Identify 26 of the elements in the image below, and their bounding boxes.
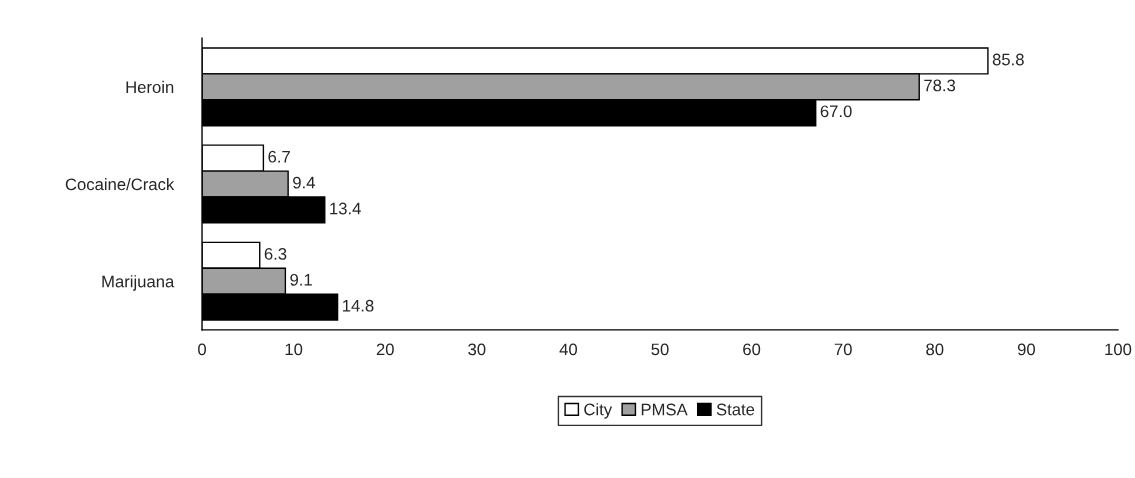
data-label: 67.0: [820, 105, 852, 118]
data-label: 9.1: [290, 273, 312, 286]
legend-label: City: [584, 403, 613, 419]
x-tick-label: 60: [743, 343, 761, 356]
data-label: 9.4: [293, 176, 315, 189]
y-tick-label: Cocaine/Crack: [65, 177, 175, 191]
data-label: 78.3: [924, 79, 956, 92]
x-tick-label: 20: [376, 343, 394, 356]
x-tick-label: 10: [285, 343, 303, 356]
x-tick-label: 40: [559, 343, 578, 356]
x-tick-label: 80: [926, 343, 944, 356]
y-tick-label: Marijuana: [102, 275, 175, 291]
x-tick-label: 70: [834, 343, 852, 356]
data-label: 85.8: [992, 53, 1024, 66]
legend-label: State: [716, 403, 755, 416]
data-label: 6.3: [264, 247, 287, 260]
x-tick-label: 0: [198, 343, 207, 356]
data-label: 6.7: [268, 150, 290, 163]
data-label: 13.4: [330, 202, 361, 215]
data-label: 14.8: [343, 299, 374, 312]
y-tick-label: Heroin: [126, 80, 174, 94]
x-tick-label: 100: [1105, 343, 1132, 356]
x-tick-label: 30: [468, 343, 486, 356]
x-tick-label: 90: [1017, 343, 1035, 356]
legend-label: PMSA: [641, 403, 688, 416]
x-tick-label: 50: [651, 343, 669, 356]
